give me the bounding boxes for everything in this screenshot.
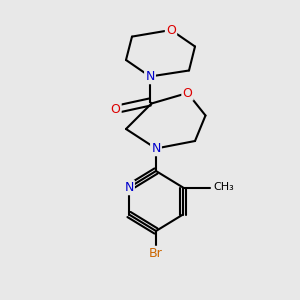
Text: N: N [145,70,155,83]
Text: N: N [124,181,134,194]
Text: CH₃: CH₃ [213,182,234,193]
Text: O: O [183,86,192,100]
Text: O: O [111,103,120,116]
Text: Br: Br [149,247,163,260]
Text: O: O [166,23,176,37]
Text: N: N [151,142,161,155]
